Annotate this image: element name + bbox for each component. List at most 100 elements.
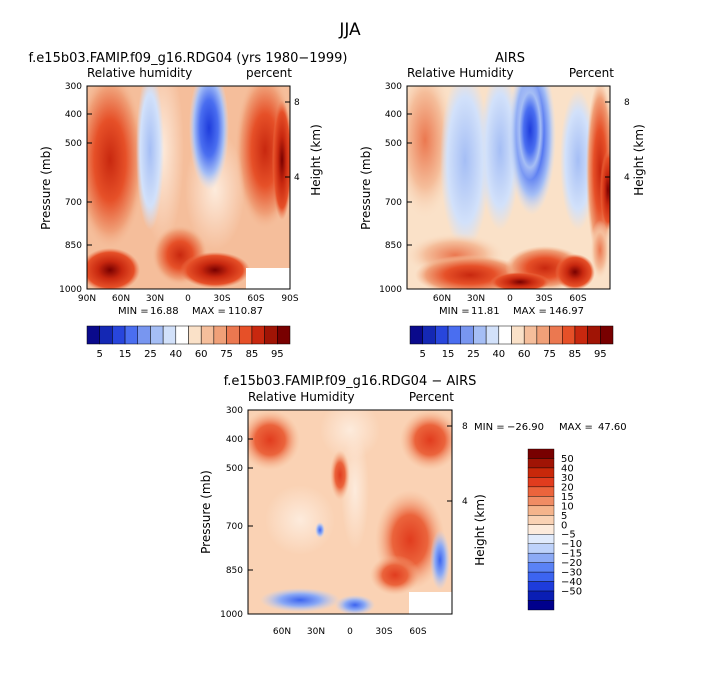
colorbar-label: 60	[195, 349, 208, 360]
panel-model-xtick: 60N	[112, 294, 130, 304]
panel-obs-min-label: MIN =	[439, 306, 470, 317]
panel-obs-subtitle-left: Relative Humidity	[407, 66, 514, 80]
colorbar-swatch	[527, 552, 555, 563]
panel-obs: AIRS Relative Humidity Percent 300 400 5…	[359, 51, 646, 360]
colorbar-label: −15	[561, 549, 582, 560]
panel-model-colorbar: 5 15 25 40 60 75 85 95	[86, 325, 291, 360]
panel-obs-ylabel-right: Height (km)	[632, 124, 646, 195]
panel-obs-title: AIRS	[495, 51, 525, 66]
panel-difference-subtitle-right: Percent	[409, 390, 454, 404]
colorbar-swatch	[527, 486, 555, 497]
panel-difference-xtick: 60N	[273, 627, 291, 637]
panel-difference-xtick: 30S	[375, 627, 392, 637]
panel-obs-ytick: 300	[385, 82, 402, 92]
panel-difference-ylabel-right: Height (km)	[473, 494, 487, 565]
colorbar-swatch	[527, 571, 555, 582]
colorbar-swatch	[527, 534, 555, 544]
panel-obs-ytick: 850	[385, 241, 402, 251]
panel-difference-ytick: 700	[226, 522, 243, 532]
panel-difference: f.e15b03.FAMIP.f09_g16.RDG04 − AIRS Rela…	[199, 374, 627, 637]
colorbar-swatch	[175, 325, 189, 345]
panel-model-xtick: 60S	[247, 294, 264, 304]
colorbar-label: 75	[220, 349, 233, 360]
panel-model-xtick: 0	[185, 294, 191, 304]
panel-difference-min: −26.90	[507, 422, 544, 433]
colorbar-swatch	[188, 325, 202, 345]
colorbar-swatch	[137, 325, 151, 345]
colorbar-label: 15	[119, 349, 132, 360]
colorbar-swatch	[511, 325, 525, 345]
panel-difference-ytick-right: 8	[462, 422, 468, 432]
colorbar-label: 95	[271, 349, 284, 360]
colorbar-label: 40	[169, 349, 182, 360]
panel-obs-xtick: 60S	[569, 294, 586, 304]
panel-obs-max-label: MAX =	[513, 306, 547, 317]
panel-model-min: 16.88	[150, 306, 179, 317]
panel-model-ytick: 1000	[59, 285, 82, 295]
panel-model-ytick-right: 8	[294, 98, 300, 108]
colorbar-swatch	[422, 325, 436, 345]
colorbar-swatch	[150, 325, 164, 345]
colorbar-label: −5	[561, 530, 576, 541]
panel-model-min-label: MIN =	[118, 306, 149, 317]
panel-difference-ytick: 1000	[220, 610, 243, 620]
panel-model-y-right-axis: 8 4	[285, 98, 300, 183]
panel-difference-title: f.e15b03.FAMIP.f09_g16.RDG04 − AIRS	[224, 374, 477, 389]
panel-model-xtick: 30N	[146, 294, 164, 304]
colorbar-swatch	[162, 325, 177, 345]
colorbar-swatch	[200, 325, 215, 345]
panel-difference-xtick: 0	[347, 627, 353, 637]
colorbar-swatch	[527, 562, 555, 573]
panel-obs-ytick: 1000	[379, 285, 402, 295]
colorbar-swatch	[527, 590, 555, 601]
colorbar-swatch	[523, 325, 538, 345]
colorbar-label: 25	[467, 349, 480, 360]
colorbar-swatch	[536, 325, 550, 345]
panel-obs-stats: MIN = 11.81 MAX = 146.97	[439, 306, 584, 317]
panel-model-ytick: 500	[65, 139, 82, 149]
colorbar-swatch	[527, 543, 555, 554]
colorbar-label: 40	[492, 349, 505, 360]
colorbar-label: 15	[561, 492, 574, 503]
panel-difference-xtick: 30N	[307, 627, 325, 637]
colorbar-swatch	[226, 325, 240, 345]
panel-model-subtitle-right: percent	[246, 66, 292, 80]
panel-obs-subtitle-right: Percent	[569, 66, 614, 80]
colorbar-label: −40	[561, 577, 582, 588]
colorbar-label: 10	[561, 501, 574, 512]
colorbar-swatch	[485, 325, 500, 345]
panel-difference-min-label: MIN =	[474, 422, 505, 433]
colorbar-swatch	[574, 325, 588, 345]
panel-model-ylabel: Pressure (mb)	[39, 146, 53, 230]
colorbar-label: 5	[97, 349, 103, 360]
colorbar-swatch	[99, 325, 113, 345]
colorbar-swatch	[527, 515, 555, 525]
colorbar-label: 95	[594, 349, 607, 360]
panel-obs-xtick: 30N	[467, 294, 485, 304]
panel-obs-ytick-right: 4	[624, 173, 630, 183]
colorbar-swatch	[277, 325, 291, 345]
panel-obs-xtick: 30S	[535, 294, 552, 304]
panel-model-subtitle-left: Relative humidity	[87, 66, 192, 80]
panel-model-frame	[86, 85, 291, 290]
colorbar-label: 5	[561, 511, 567, 522]
panel-model-stats: MIN = 16.88 MAX = 110.87	[118, 306, 263, 317]
colorbar-swatch	[498, 325, 512, 345]
colorbar-label: 20	[561, 482, 574, 493]
colorbar-swatch	[239, 325, 253, 345]
colorbar-label: 0	[561, 520, 567, 531]
panel-obs-ytick: 500	[385, 139, 402, 149]
colorbar-label: 25	[144, 349, 157, 360]
colorbar-swatch	[527, 524, 555, 535]
panel-difference-ytick: 400	[226, 435, 243, 445]
colorbar-label: 85	[246, 349, 259, 360]
panel-model-ylabel-right: Height (km)	[309, 124, 323, 195]
panel-obs-y-axis: 300 400 500 700 850 1000	[379, 82, 412, 295]
colorbar-label: −30	[561, 568, 582, 579]
panel-difference-ytick: 850	[226, 566, 243, 576]
colorbar-swatch	[527, 505, 555, 516]
colorbar-swatch	[124, 325, 138, 345]
panel-difference-ytick: 300	[226, 406, 243, 416]
colorbar-label: 60	[518, 349, 531, 360]
